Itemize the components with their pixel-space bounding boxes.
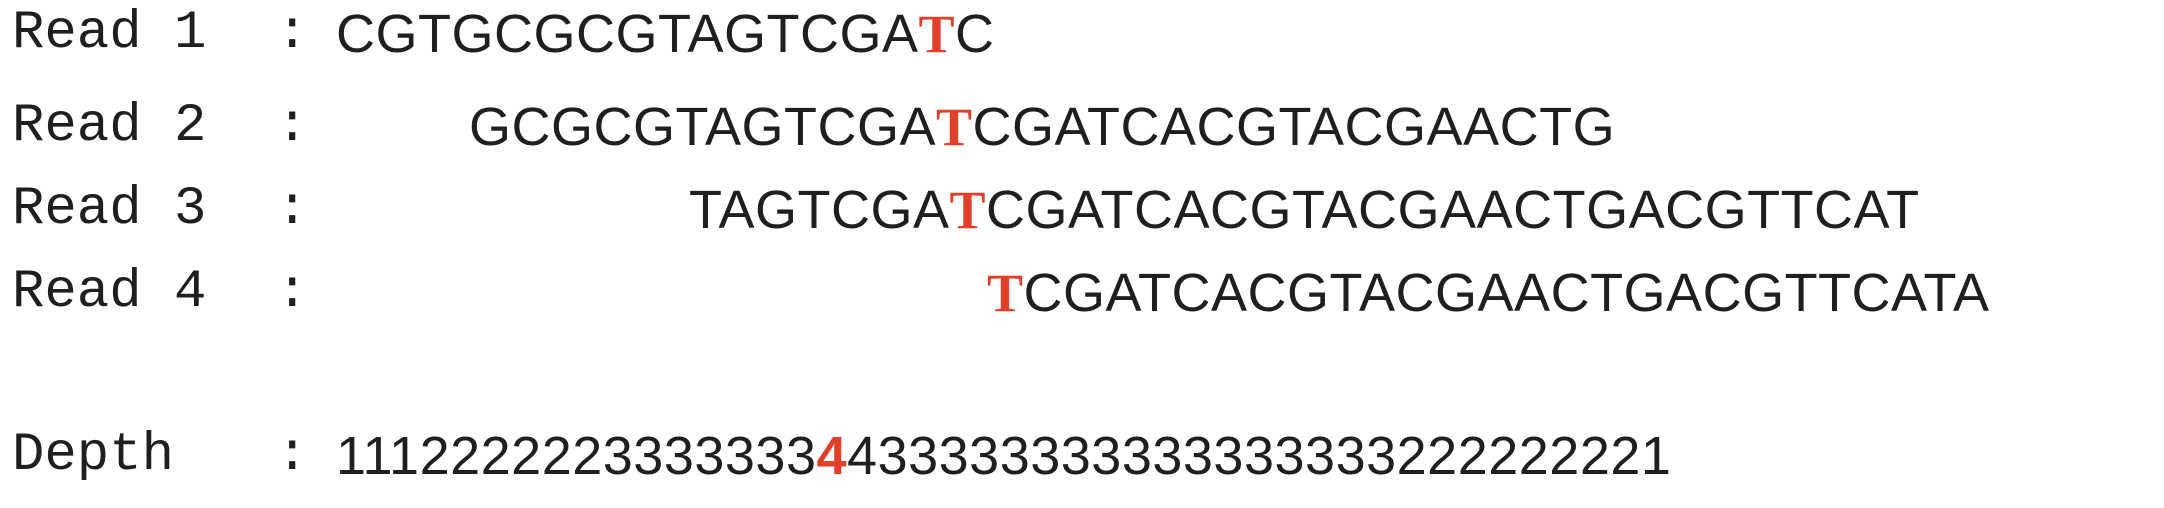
sequence-after-snp: CGATCACGTACGAACTGACGTTCATA xyxy=(1023,263,1990,323)
read-colon: : xyxy=(276,3,309,64)
read-label: Read 4 xyxy=(12,262,207,323)
read-row-3: Read 3 : TAGTCGATCGATCACGTACGAACTGACGTTC… xyxy=(0,180,1919,241)
read-label: Read 3 xyxy=(12,179,207,240)
read-sequence: GCGCGTAGTCGATCGATCACGTACGAACTG xyxy=(469,97,1615,157)
sequence-after-snp: CGATCACGTACGAACTGACGTTCAT xyxy=(986,180,1920,240)
depth-colon: : xyxy=(276,425,309,486)
snp-base: T xyxy=(918,4,956,64)
read-sequence: TCGATCACGTACGAACTGACGTTCATA xyxy=(987,263,1990,323)
read-label: Read 1 xyxy=(12,3,207,64)
sequence-after-snp: CGATCACGTACGAACTG xyxy=(972,97,1616,157)
sequence-before-snp: CGTGCGCGTAGTCGA xyxy=(336,4,919,64)
depth-after-snp: 433333333333333333222222221 xyxy=(847,426,1672,486)
read-row-1: Read 1 : CGTGCGCGTAGTCGATC xyxy=(0,4,994,65)
read-row-4: Read 4 : TCGATCACGTACGAACTGACGTTCATA xyxy=(0,263,1989,324)
read-colon: : xyxy=(276,179,309,240)
sequence-after-snp: C xyxy=(955,4,995,64)
snp-base: T xyxy=(949,180,987,240)
sequence-before-snp: TAGTCGA xyxy=(689,180,950,240)
sequence-before-snp: GCGCGTAGTCGA xyxy=(469,97,937,157)
snp-depth: 4 xyxy=(816,426,848,486)
depth-before-snp: 1112222223333333 xyxy=(336,426,817,486)
read-row-2: Read 2 : GCGCGTAGTCGATCGATCACGTACGAACTG xyxy=(0,97,1615,158)
snp-base: T xyxy=(936,97,973,157)
depth-values: 1112222223333333443333333333333333322222… xyxy=(336,426,1671,486)
read-colon: : xyxy=(276,262,309,323)
depth-label: Depth xyxy=(12,425,175,486)
snp-base: T xyxy=(987,263,1024,323)
read-colon: : xyxy=(276,96,309,157)
depth-row: Depth : 11122222233333334433333333333333… xyxy=(0,426,1671,487)
read-sequence: CGTGCGCGTAGTCGATC xyxy=(336,4,995,64)
read-label: Read 2 xyxy=(12,96,207,157)
read-sequence: TAGTCGATCGATCACGTACGAACTGACGTTCAT xyxy=(689,180,1920,240)
